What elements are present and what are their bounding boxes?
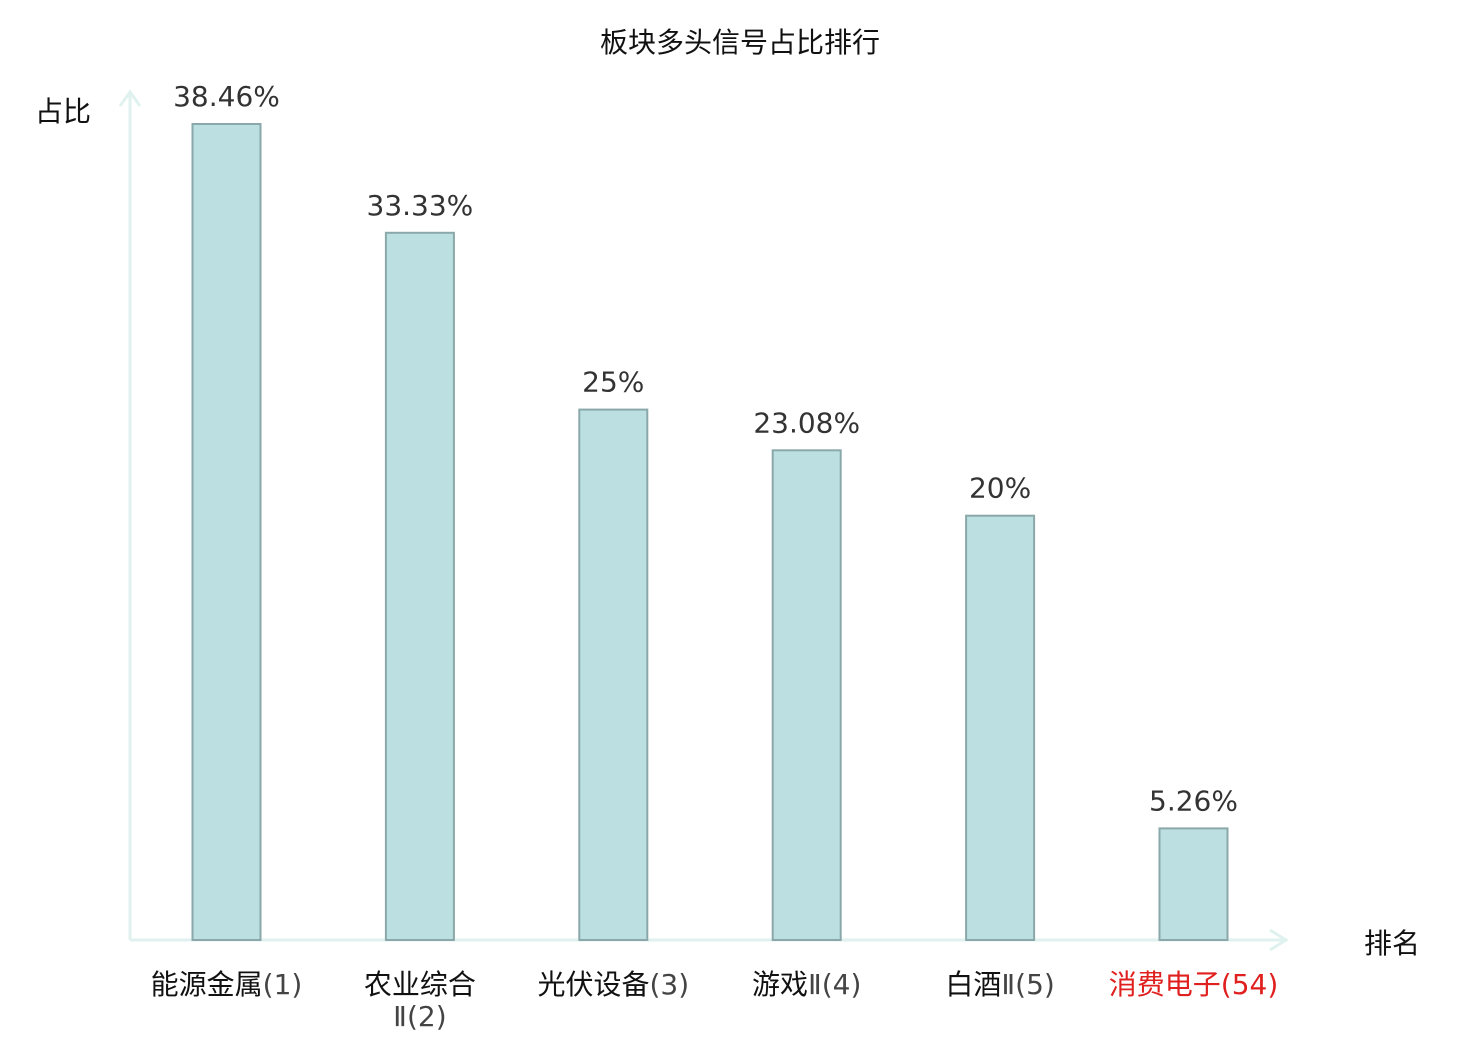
bar-4	[771, 449, 842, 941]
category-rank-6: (54)	[1221, 968, 1278, 1001]
category-label-1: 能源金属(1)	[151, 968, 303, 1001]
category-label-2: 农业综合	[364, 968, 476, 1001]
value-label-1: 38.46%	[173, 80, 280, 113]
bar-2	[384, 231, 455, 942]
chart-title: 板块多头信号占比排行	[600, 26, 880, 59]
category-name-4: 游戏	[752, 968, 808, 1001]
category-rank-3: (3)	[649, 968, 689, 1001]
category-label-3: 光伏设备(3)	[537, 968, 689, 1001]
category-name-1: 能源金属	[151, 968, 263, 1001]
category-label-4: 游戏Ⅱ(4)	[752, 968, 861, 1001]
category-name-5: 白酒	[945, 968, 1001, 1001]
category-rank-1: (1)	[263, 968, 303, 1001]
category-label-5: 白酒Ⅱ(5)	[945, 968, 1054, 1001]
value-label-6: 5.26%	[1149, 784, 1238, 817]
category-label-6: 消费电子(54)	[1109, 968, 1279, 1001]
bar-5	[965, 514, 1036, 941]
bar-6	[1158, 827, 1229, 942]
category-rank-4: Ⅱ(4)	[808, 968, 861, 1001]
value-label-2: 33.33%	[367, 189, 474, 222]
y-axis-label: 占比	[35, 95, 91, 128]
x-axis-label: 排名	[1364, 927, 1420, 960]
bar-1	[191, 123, 262, 941]
bars	[191, 123, 1229, 942]
bar-3	[578, 408, 649, 942]
value-labels: 38.46% 33.33% 25% 23.08% 20% 5.26%	[173, 80, 1238, 817]
category-name-3: 光伏设备	[537, 968, 649, 1001]
category-name-6: 消费电子	[1109, 968, 1221, 1001]
value-label-4: 23.08%	[753, 406, 860, 439]
category-rank-2: Ⅱ(2)	[393, 1000, 446, 1033]
x-axis-arrow	[1269, 928, 1289, 952]
axes	[118, 89, 1289, 952]
value-label-5: 20%	[969, 472, 1031, 505]
value-label-3: 25%	[582, 366, 644, 399]
category-rank-5: Ⅱ(5)	[1001, 968, 1054, 1001]
y-axis-arrow	[118, 89, 142, 107]
